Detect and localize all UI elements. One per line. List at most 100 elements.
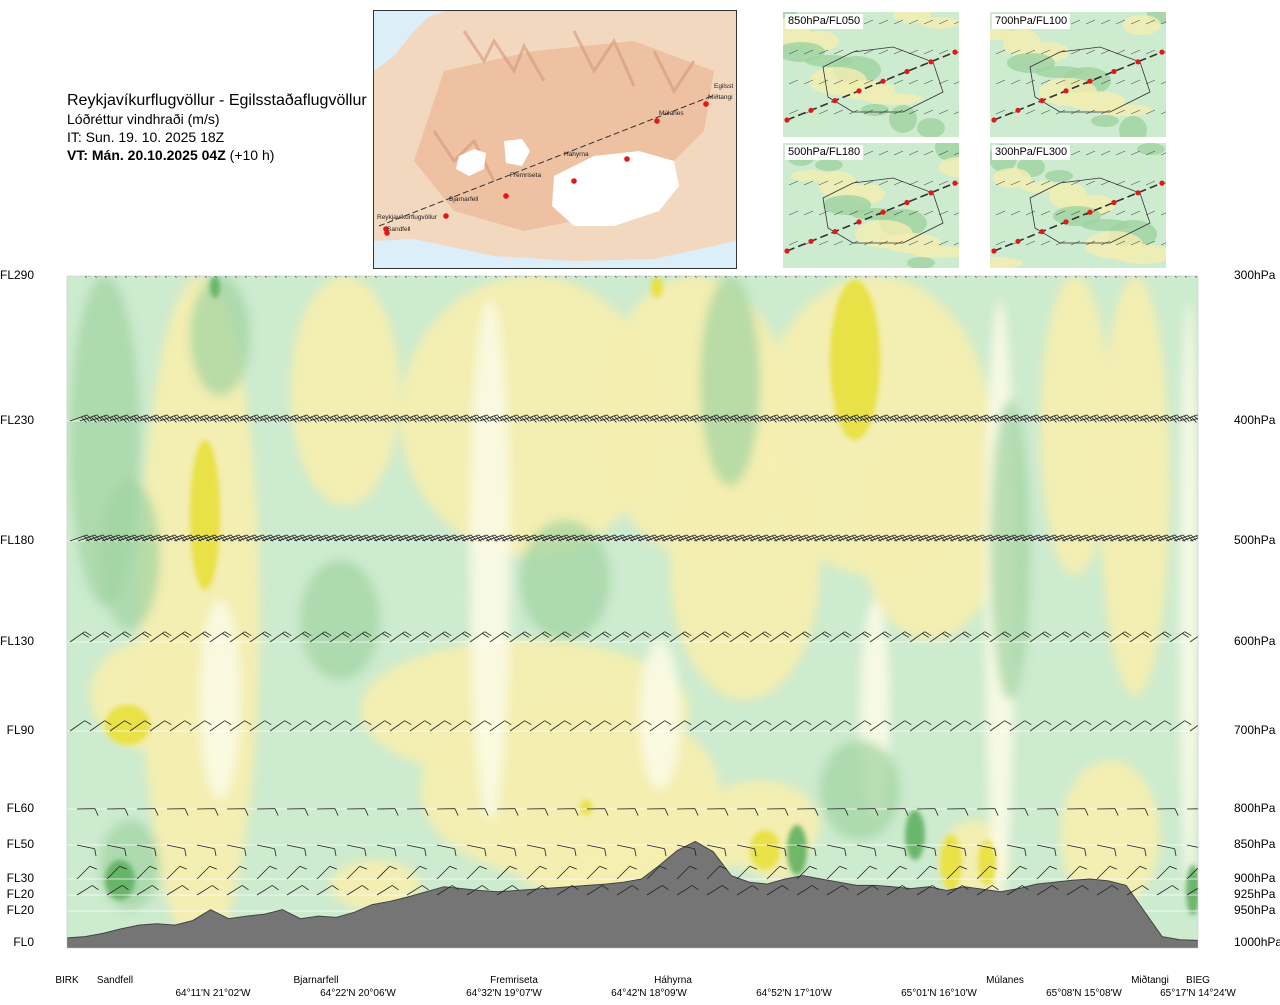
wind-barb — [1029, 276, 1050, 278]
wind-barb — [1126, 844, 1147, 857]
flight-level-tick: FL230 — [0, 413, 35, 427]
wind-barb — [429, 276, 450, 278]
wind-barb — [189, 276, 210, 278]
wind-barb — [569, 720, 592, 732]
pressure-tick: 925hPa — [1234, 887, 1276, 901]
wind-barb — [556, 844, 577, 857]
flight-level-tick: FL20 — [6, 887, 34, 901]
wind-barb — [449, 276, 470, 278]
wind-barb — [1169, 720, 1192, 732]
route-point — [654, 118, 660, 124]
wind-barb — [789, 720, 812, 732]
wind-barb — [209, 720, 232, 732]
wind-barb — [76, 885, 99, 896]
wind-barb — [669, 631, 692, 643]
thumb-500hpa-label: 500hPa/FL180 — [785, 145, 864, 160]
wind-barb — [1109, 276, 1130, 278]
wind-barb — [269, 631, 292, 643]
wind-barb — [1129, 720, 1152, 732]
wind-barb — [946, 844, 967, 857]
wind-barb — [226, 808, 249, 816]
field-area — [651, 276, 663, 298]
flight-level-tick: FL0 — [13, 935, 34, 949]
wind-barb — [209, 631, 232, 643]
route-map-svg: Reykjavíkurflugvöllur Sandfell Bjarnarfell… — [374, 11, 736, 268]
thumb-850hpa-map — [783, 12, 959, 137]
wind-barb — [339, 276, 360, 278]
wind-barb — [739, 276, 760, 278]
map-label: Sandfell — [387, 226, 411, 233]
wind-barb — [109, 720, 132, 732]
thumb-700hpa-label: 700hPa/FL100 — [992, 14, 1071, 29]
thumb-700hpa: 700hPa/FL100 — [990, 12, 1166, 137]
wind-barb — [459, 276, 480, 278]
field-area — [820, 740, 900, 840]
wind-barb — [599, 276, 620, 278]
wind-barb — [369, 276, 390, 278]
location-label: Bjarnarfell — [293, 975, 339, 986]
wind-barb — [589, 631, 612, 643]
wind-barb — [189, 631, 212, 643]
terrain-profile — [67, 840, 1198, 948]
wind-barb — [789, 631, 812, 643]
wind-barb — [1189, 631, 1198, 643]
wind-barb — [1186, 844, 1198, 850]
field-area — [990, 400, 1030, 700]
quantity-label: Lóðréttur vindhraði (m/s) — [67, 111, 220, 127]
wind-barb — [376, 844, 397, 857]
south-coast — [374, 239, 736, 268]
wind-barb — [466, 844, 487, 857]
wind-barb — [196, 844, 217, 857]
wind-barb — [179, 276, 200, 278]
wind-barb — [869, 631, 892, 643]
wind-barb — [969, 276, 990, 278]
wind-barb — [316, 808, 339, 816]
wind-barb — [766, 844, 787, 857]
wind-barb — [1096, 865, 1117, 880]
wind-barb — [766, 885, 789, 896]
wind-barb — [196, 808, 219, 816]
wind-barb — [1089, 414, 1113, 423]
wind-barb — [166, 808, 189, 816]
wind-barb — [829, 631, 852, 643]
wind-barb — [1099, 276, 1120, 278]
location-label: Sandfell — [96, 975, 134, 986]
wind-barb — [976, 844, 997, 857]
wind-barb — [1186, 865, 1198, 880]
wind-barb — [1069, 631, 1092, 643]
wind-barb — [856, 885, 879, 896]
wind-barb — [826, 844, 847, 857]
wind-barb — [289, 720, 312, 732]
wind-barb — [586, 885, 609, 896]
pressure-tick: 850hPa — [1234, 837, 1276, 851]
wind-barb — [526, 808, 549, 816]
wind-barb — [706, 844, 727, 857]
wind-barb — [646, 844, 667, 857]
wind-barb — [529, 720, 552, 732]
wind-barb — [769, 276, 790, 278]
wind-barb — [129, 631, 152, 643]
wind-barb — [279, 276, 300, 278]
field-area — [105, 860, 135, 900]
location-label: Háhyrna — [654, 975, 692, 986]
wind-barb — [166, 865, 187, 880]
wind-barb — [149, 276, 170, 278]
thumb-850hpa: 850hPa/FL050 — [783, 12, 959, 137]
wind-barb — [226, 885, 249, 896]
wind-barb — [629, 276, 650, 278]
wind-barb — [489, 720, 512, 732]
route-point — [571, 178, 577, 184]
wind-barb — [709, 631, 732, 643]
wind-barb — [376, 865, 397, 880]
wind-barb — [639, 276, 660, 278]
wind-barb — [369, 631, 392, 643]
wind-barb — [1159, 276, 1180, 278]
wind-barb — [796, 885, 819, 896]
valid-time-offset: (+10 h) — [229, 147, 275, 163]
wind-barb — [929, 631, 952, 643]
wind-barb — [736, 885, 759, 896]
wind-barb — [309, 631, 332, 643]
wind-barb — [916, 885, 939, 896]
valid-time-main: VT: Mán. 20.10.2025 04Z — [67, 147, 226, 163]
